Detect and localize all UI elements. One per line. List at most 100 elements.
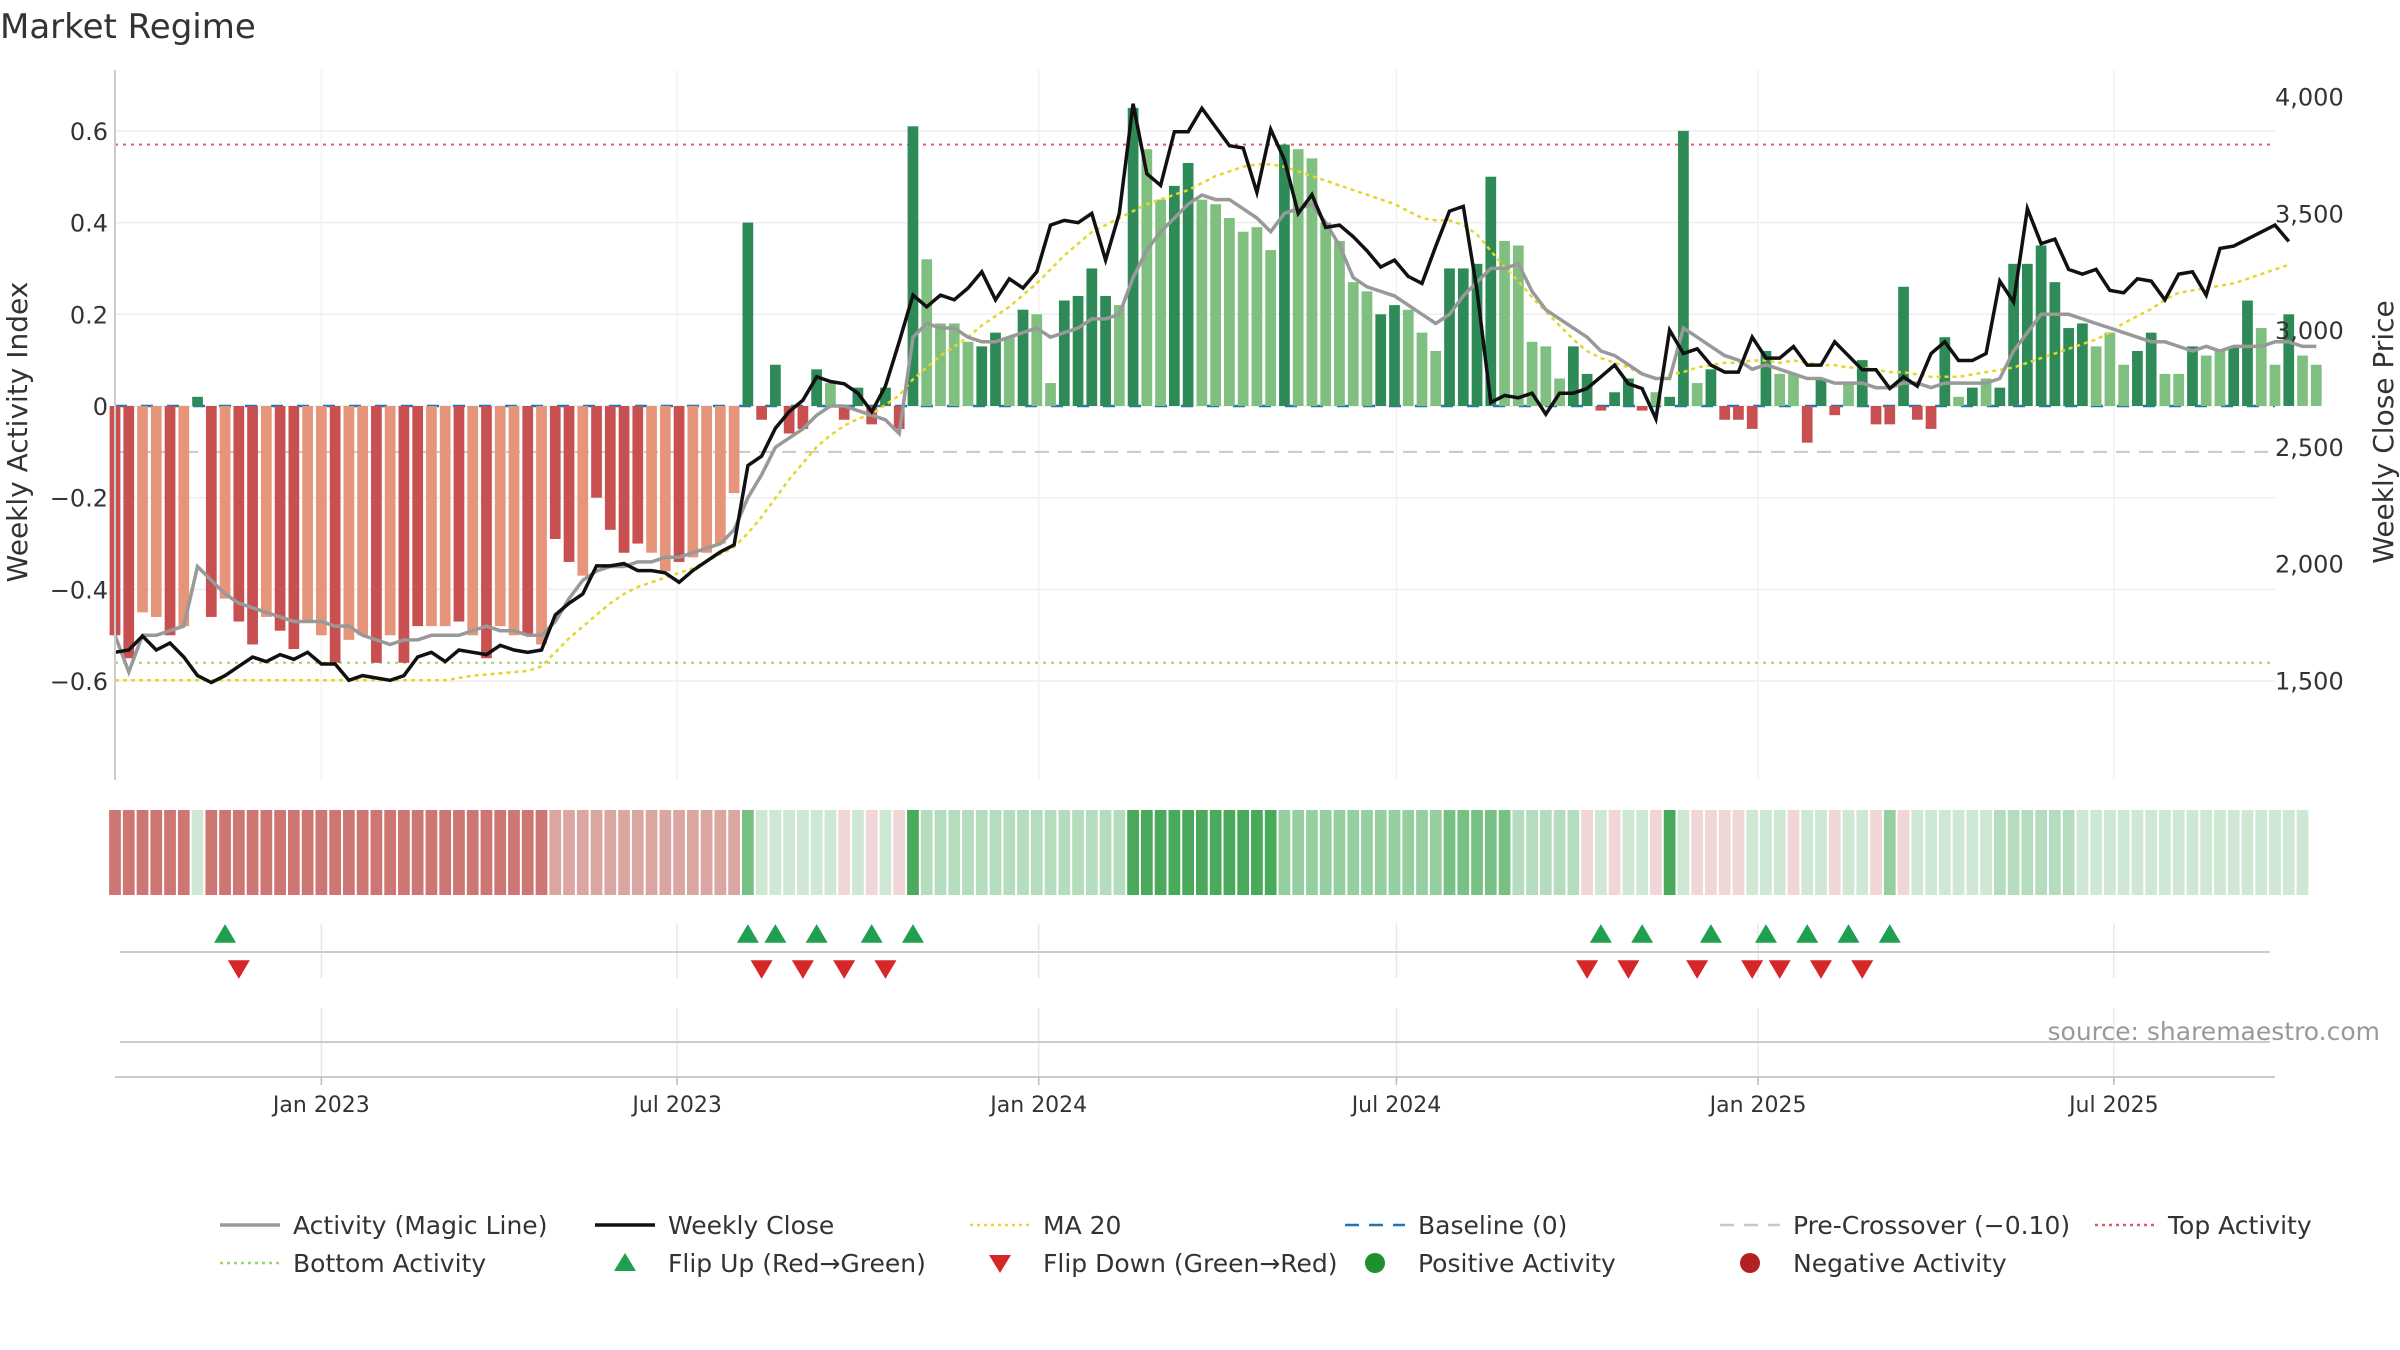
activity-bar xyxy=(494,406,506,627)
flip-up-marker xyxy=(736,924,759,943)
activity-bar xyxy=(2310,364,2322,406)
activity-bar xyxy=(1279,144,1290,406)
regime-strip-cell xyxy=(1691,810,1704,895)
activity-bar xyxy=(1733,406,1744,420)
activity-bar xyxy=(714,406,726,544)
x-tick-label: Jan 2025 xyxy=(1708,1093,1807,1118)
regime-strip-cell xyxy=(769,810,782,895)
activity-bar xyxy=(522,406,534,636)
activity-bar xyxy=(1911,406,1923,420)
legend-label: Baseline (0) xyxy=(1418,1211,1567,1240)
activity-bar xyxy=(329,406,341,663)
regime-strip-cell xyxy=(1416,810,1428,895)
activity-bar xyxy=(343,406,355,640)
legend-label: Flip Up (Red→Green) xyxy=(668,1249,926,1278)
activity-bar xyxy=(1650,392,1662,406)
regime-strip-cell xyxy=(1622,810,1635,895)
activity-bar xyxy=(2228,346,2240,406)
flip-down-marker xyxy=(1768,960,1791,979)
regime-strip-cell xyxy=(2117,810,2130,895)
activity-bar xyxy=(1017,309,1029,406)
regime-strip-cell xyxy=(1828,810,1841,895)
regime-strip-cell xyxy=(384,810,397,895)
activity-bar xyxy=(701,406,712,553)
left-tick-label: 0.4 xyxy=(70,210,108,238)
activity-bars xyxy=(109,107,2322,663)
activity-bar xyxy=(2242,300,2253,406)
activity-bar xyxy=(1072,295,1084,406)
regime-strip-cell xyxy=(1581,810,1593,895)
flip-down-marker xyxy=(1686,960,1709,979)
regime-strip-cell xyxy=(1498,810,1511,895)
activity-bar xyxy=(1788,373,1799,406)
activity-bar xyxy=(921,259,933,406)
activity-bar xyxy=(398,406,410,663)
regime-strip-cell xyxy=(2048,810,2061,895)
regime-strip-cell xyxy=(1553,810,1566,895)
regime-strip-cell xyxy=(865,810,878,895)
regime-strip-cell xyxy=(1732,810,1745,895)
activity-bar xyxy=(811,369,823,406)
activity-bar xyxy=(233,406,245,622)
regime-strip-cell xyxy=(1650,810,1662,895)
activity-bar xyxy=(371,406,382,663)
activity-bar xyxy=(439,406,451,627)
regime-strip-cell xyxy=(934,810,947,895)
activity-bar xyxy=(563,406,575,562)
regime-strip-cell xyxy=(549,810,562,895)
activity-bar xyxy=(742,222,754,406)
flip-down-marker xyxy=(874,960,897,979)
regime-strip-cell xyxy=(1251,810,1263,895)
regime-strip-cell xyxy=(2296,810,2309,895)
series-lines xyxy=(113,103,2317,685)
activity-bar xyxy=(536,406,547,645)
activity-bar xyxy=(976,346,988,406)
regime-strip-cell xyxy=(852,810,864,895)
regime-strip-cell xyxy=(1443,810,1456,895)
activity-bar xyxy=(1444,268,1455,406)
activity-bar xyxy=(1499,240,1510,406)
regime-strip-cell xyxy=(700,810,713,895)
activity-bar xyxy=(1994,387,2006,406)
regime-strip-cell xyxy=(2035,810,2047,895)
regime-strip-cell xyxy=(1388,810,1401,895)
activity-bar xyxy=(2187,346,2198,406)
regime-strip-cell xyxy=(1925,810,1937,895)
regime-strip-cell xyxy=(260,810,273,895)
regime-strip-cell xyxy=(205,810,218,895)
activity-bar xyxy=(687,406,699,558)
activity-bar xyxy=(632,406,644,544)
activity-bar xyxy=(1925,406,1937,429)
legend-circle-swatch xyxy=(1740,1253,1760,1273)
axes: −0.6 −0.4 −0.2 0 0.2 0.4 0.6 1,500 2,000 2,500 3,0… xyxy=(50,70,2344,1118)
regime-strip xyxy=(109,810,2309,895)
flip-down-marker xyxy=(1809,960,1832,979)
regime-strip-cell xyxy=(728,810,740,895)
flip-up-marker xyxy=(764,924,787,943)
regime-strip-cell xyxy=(1512,810,1525,895)
regime-strip-cell xyxy=(797,810,809,895)
activity-bar xyxy=(1884,406,1896,425)
activity-bar xyxy=(646,406,657,553)
regime-strip-cell xyxy=(411,810,424,895)
activity-bar xyxy=(962,341,974,406)
regime-strip-cell xyxy=(1168,810,1181,895)
regime-strip-cell xyxy=(907,810,919,895)
activity-bar xyxy=(1168,185,1180,406)
regime-strip-cell xyxy=(1760,810,1772,895)
regime-strip-cell xyxy=(246,810,259,895)
activity-bar xyxy=(1609,392,1620,406)
legend-label: Top Activity xyxy=(2167,1211,2312,1240)
activity-bar xyxy=(2090,346,2102,406)
regime-strip-cell xyxy=(1099,810,1112,895)
activity-bar xyxy=(990,332,1001,406)
activity-bar xyxy=(274,406,286,631)
regime-strip-cell xyxy=(2062,810,2075,895)
flip-down-marker xyxy=(1851,960,1874,979)
regime-strip-cell xyxy=(343,810,355,895)
regime-strip-cell xyxy=(1140,810,1153,895)
legend-label: Flip Down (Green→Red) xyxy=(1043,1249,1338,1278)
regime-strip-cell xyxy=(1608,810,1621,895)
left-tick-label: 0 xyxy=(93,393,108,421)
regime-strip-cell xyxy=(1526,810,1538,895)
